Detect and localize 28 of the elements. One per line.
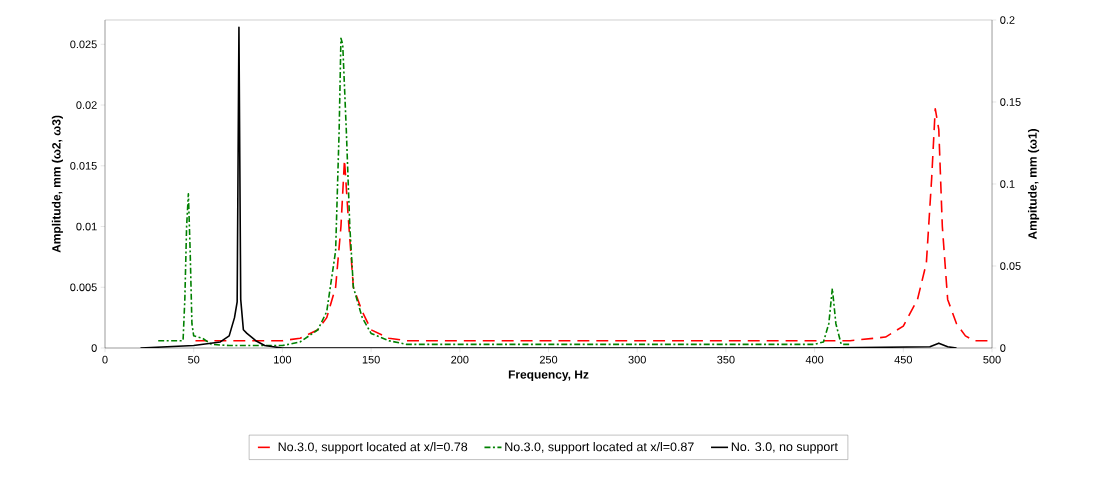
legend-label: No.3.0, support located at x/l=0.87 [505,442,694,454]
legend-label: No. 3.0, no support [731,442,838,454]
y-tick-label: 0.025 [70,40,97,49]
y-tick-label: 0.01 [76,222,97,231]
y-tick-label: 0.02 [76,101,97,109]
x-tick-label: 0 [102,355,108,364]
y-tick-label: 0.015 [70,161,97,170]
y-tick-label: 0.005 [70,283,97,292]
x-axis-title: Frequency, Hz [508,370,589,382]
x-tick-label: 400 [805,355,824,364]
legend-label: No.3.0, support located at x/l=0.78 [278,442,468,454]
y-axis-title: Amplitude, mm (ω2, ω3) [51,115,63,253]
y2-tick-label: 0.15 [1000,98,1021,106]
x-tick-label: 450 [894,355,912,364]
x-tick-label: 150 [362,355,380,364]
x-tick-label: 50 [188,355,200,364]
y2-tick-label: 0 [1000,344,1006,352]
y2-tick-label: 0.05 [1000,262,1021,270]
x-tick-label: 200 [451,355,469,364]
x-tick-label: 500 [983,355,1001,364]
x-tick-label: 250 [539,355,558,364]
y2-tick-label: 0.1 [1000,180,1015,188]
x-tick-label: 350 [717,355,735,364]
y2-tick-label: 0.2 [1000,16,1015,24]
x-tick-label: 100 [274,355,292,364]
y-tick-label: 0 [91,344,97,352]
x-tick-label: 300 [628,355,646,364]
y2-axis-title: Ampitude, mm (ω1) [1027,129,1040,240]
